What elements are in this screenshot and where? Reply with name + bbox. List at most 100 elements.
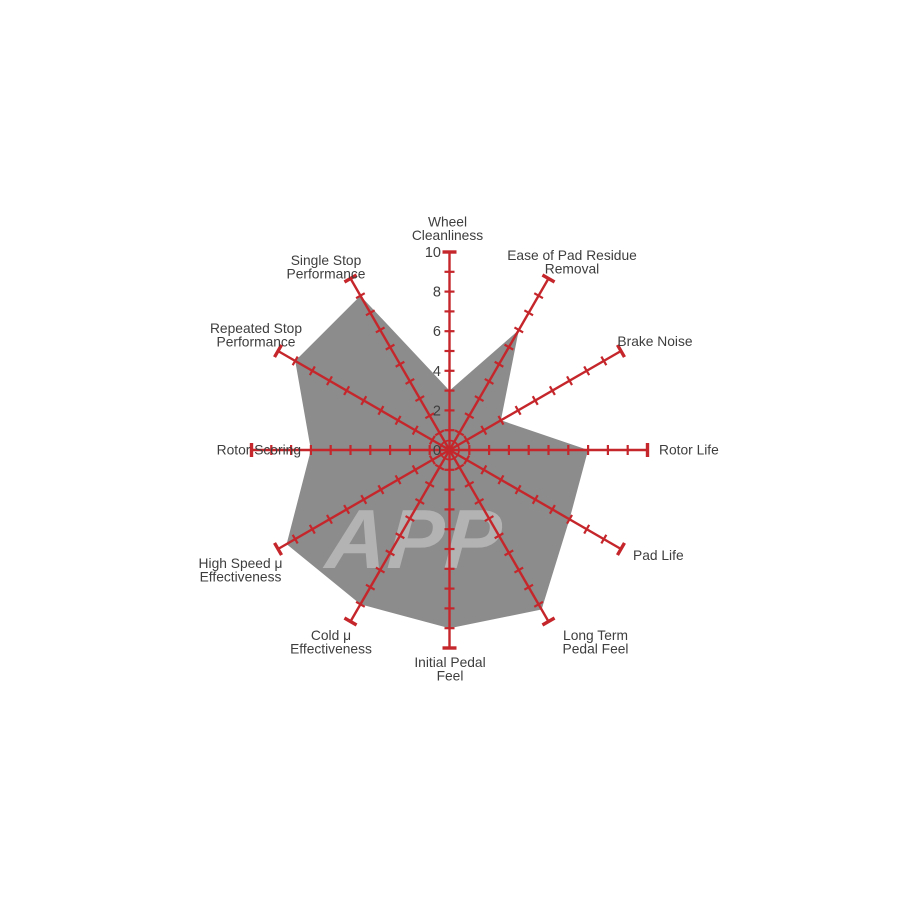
axis-tick: [414, 497, 425, 505]
scale-label-2: 2: [433, 403, 441, 419]
axis-tick: [375, 566, 386, 574]
axis-tick: [395, 532, 405, 540]
category-label-8: High Speed μ Effectiveness: [199, 556, 283, 585]
axis-tick: [424, 412, 435, 420]
axis-tick: [566, 514, 573, 525]
axis-tick: [395, 360, 405, 368]
axis-tick: [377, 405, 385, 416]
axis-tick: [566, 375, 573, 386]
axis-tick: [355, 292, 366, 300]
axis-end-cap: [273, 344, 283, 358]
axis-end-cap: [541, 616, 556, 627]
scale-label-8: 8: [433, 285, 441, 301]
axis-tick: [291, 356, 299, 366]
axis-tick: [405, 377, 415, 385]
axis-tick: [463, 455, 471, 465]
axis-tick: [291, 534, 299, 544]
axis-tick: [484, 377, 494, 385]
axis-tick: [531, 395, 539, 406]
axis-tick: [513, 326, 524, 334]
axis-tick: [360, 395, 368, 406]
axis-tick: [434, 463, 445, 471]
axis-tick: [385, 549, 395, 557]
axis-tick: [454, 463, 465, 471]
axis-end-cap: [541, 273, 556, 284]
axis-tick: [533, 292, 544, 300]
axis-tick: [394, 415, 402, 426]
axis-tick: [480, 464, 488, 475]
axis-tick: [523, 309, 534, 317]
axis-end-cap: [343, 273, 358, 284]
category-label-6: Initial Pedal Feel: [414, 655, 485, 684]
axis-tick: [355, 600, 366, 608]
axis-tick: [411, 464, 419, 475]
axis-end-cap: [343, 616, 358, 627]
axis-tick: [434, 429, 445, 437]
axis-tick: [428, 455, 436, 465]
axis-tick: [513, 566, 524, 574]
axis-tick: [494, 360, 504, 368]
scale-label-10: 10: [425, 245, 441, 261]
axis-tick: [600, 534, 608, 544]
axis-tick: [414, 395, 425, 403]
category-label-11: Single Stop Performance: [287, 253, 366, 282]
axis-tick: [394, 474, 402, 485]
category-label-0: Wheel Cleanliness: [412, 215, 483, 244]
axis-tick: [514, 405, 522, 416]
scale-label-6: 6: [433, 324, 441, 340]
category-label-9: Rotor Scoring: [217, 443, 301, 458]
axis-tick: [480, 425, 488, 436]
axis-tick: [583, 524, 591, 535]
axis-tick: [504, 343, 514, 351]
axis-tick: [411, 425, 419, 436]
category-label-4: Pad Life: [633, 548, 684, 563]
watermark-logo: APP: [321, 492, 505, 586]
category-label-2: Brake Noise: [617, 334, 692, 349]
category-label-1: Ease of Pad Residue Removal: [507, 248, 637, 277]
scale-label-0: 0: [433, 443, 441, 459]
axis-tick: [385, 343, 395, 351]
axis-tick: [474, 497, 485, 505]
axis-tick: [600, 356, 608, 366]
axis-tick: [308, 524, 316, 535]
axis-tick: [497, 415, 505, 426]
axis-tick: [405, 515, 415, 523]
axis-tick: [514, 484, 522, 495]
axis-tick: [533, 600, 544, 608]
axis-tick: [474, 395, 485, 403]
axis-tick: [424, 480, 435, 488]
axis-tick: [428, 435, 436, 445]
data-polygon: [286, 295, 589, 629]
axis-tick: [494, 532, 504, 540]
axis-tick: [343, 504, 351, 515]
axis-tick: [365, 309, 376, 317]
axis-tick: [531, 494, 539, 505]
axis-tick: [583, 365, 591, 376]
axis-tick: [326, 375, 333, 386]
scale-label-4: 4: [433, 364, 441, 380]
axis-end-cap: [273, 542, 283, 556]
axis-tick: [326, 514, 333, 525]
axis-tick: [504, 549, 514, 557]
axis-tick: [360, 494, 368, 505]
axis-tick: [548, 385, 556, 396]
axis-tick: [454, 429, 465, 437]
category-label-3: Rotor Life: [659, 443, 719, 458]
axis-tick: [377, 484, 385, 495]
axis-tick: [464, 480, 475, 488]
axis-tick: [464, 412, 475, 420]
axis-tick: [497, 474, 505, 485]
axis-tick: [308, 365, 316, 376]
category-label-5: Long Term Pedal Feel: [563, 628, 629, 657]
category-label-10: Repeated Stop Performance: [210, 321, 302, 350]
category-label-7: Cold μ Effectiveness: [290, 628, 372, 657]
center-ring: [439, 439, 460, 461]
axis-end-cap: [616, 542, 626, 556]
axis-tick: [375, 326, 386, 334]
axis-tick: [523, 583, 534, 591]
axis-tick: [343, 385, 351, 396]
axis-tick: [484, 515, 494, 523]
axis-tick: [548, 504, 556, 515]
